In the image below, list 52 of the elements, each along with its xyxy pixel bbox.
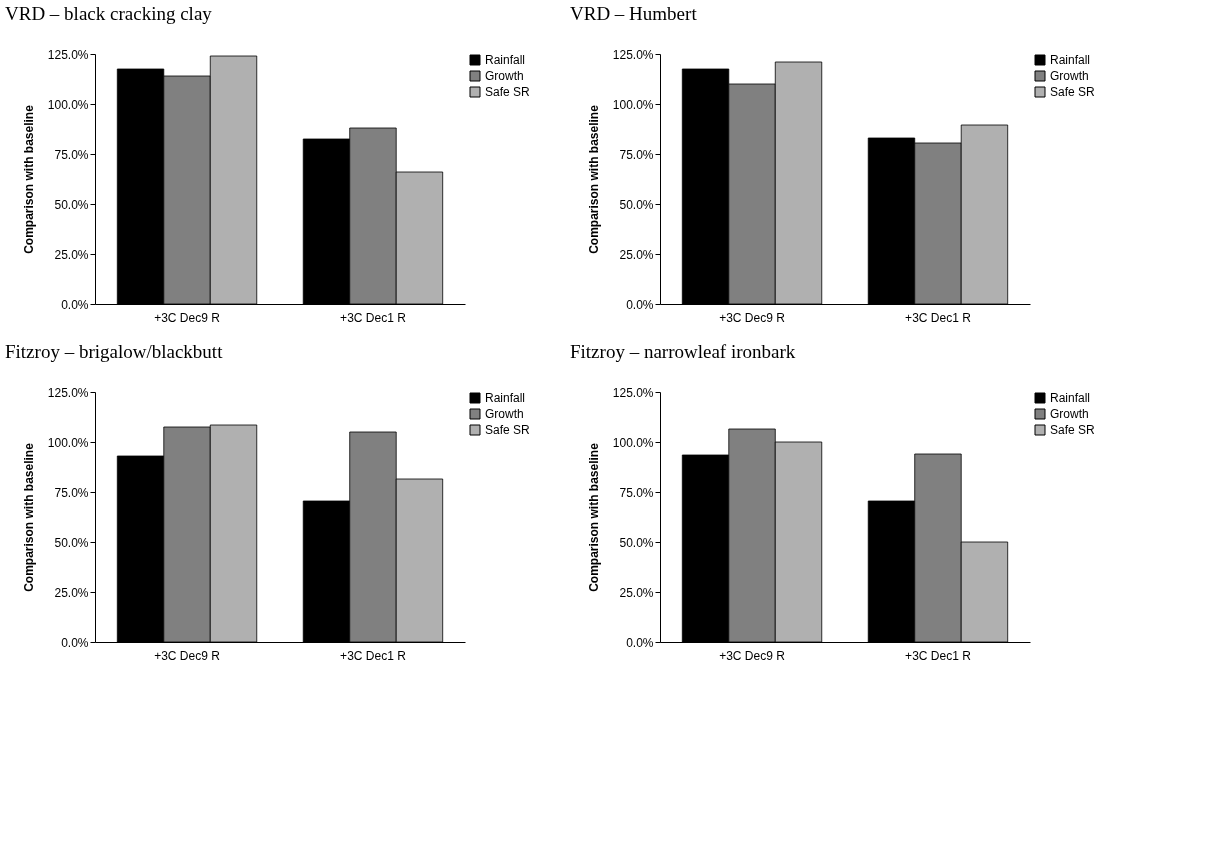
- y-tick-label: 50.0%: [54, 197, 89, 212]
- legend-label: Growth: [485, 407, 524, 421]
- x-tick-label: +3C Dec9 R: [154, 310, 221, 325]
- legend-label: Rainfall: [485, 53, 526, 67]
- y-axis-title: Comparison with baseline: [586, 442, 601, 592]
- legend-label: Growth: [485, 69, 524, 83]
- y-tick-label: 25.0%: [619, 585, 654, 600]
- y-tick-label: 100.0%: [47, 435, 89, 450]
- y-tick-label: 75.0%: [54, 147, 89, 162]
- chart-title: Fitzroy – narrowleaf ironbark: [570, 341, 796, 362]
- legend-label: Safe SR: [1050, 423, 1096, 437]
- y-tick-label: 0.0%: [61, 297, 89, 312]
- x-tick-label: +3C Dec9 R: [719, 648, 786, 663]
- y-tick-label: 125.0%: [47, 47, 89, 62]
- y-tick-label: 0.0%: [61, 635, 89, 650]
- y-tick-label: 50.0%: [619, 197, 654, 212]
- y-tick-label: 125.0%: [612, 385, 654, 400]
- x-tick-label: +3C Dec1 R: [905, 310, 972, 325]
- chart-title: VRD – Humbert: [570, 3, 698, 24]
- legend-label: Safe SR: [485, 423, 531, 437]
- legend-label: Safe SR: [485, 85, 531, 99]
- chart-title: Fitzroy – brigalow/blackbutt: [5, 341, 224, 362]
- x-tick-label: +3C Dec1 R: [340, 310, 407, 325]
- y-axis-title: Comparison with baseline: [21, 104, 36, 254]
- y-tick-label: 25.0%: [54, 585, 89, 600]
- legend-label: Growth: [1050, 69, 1089, 83]
- y-tick-label: 0.0%: [626, 297, 654, 312]
- x-tick-label: +3C Dec1 R: [905, 648, 972, 663]
- y-tick-label: 75.0%: [54, 485, 89, 500]
- y-tick-label: 75.0%: [619, 485, 654, 500]
- legend-label: Safe SR: [1050, 85, 1096, 99]
- y-tick-label: 25.0%: [619, 247, 654, 262]
- y-tick-label: 125.0%: [612, 47, 654, 62]
- legend-label: Rainfall: [485, 391, 526, 405]
- y-tick-label: 50.0%: [619, 535, 654, 550]
- y-tick-label: 100.0%: [612, 435, 654, 450]
- legend-label: Rainfall: [1050, 53, 1091, 67]
- x-tick-label: +3C Dec9 R: [719, 310, 786, 325]
- y-axis-title: Comparison with baseline: [586, 104, 601, 254]
- y-tick-label: 100.0%: [47, 97, 89, 112]
- x-tick-label: +3C Dec1 R: [340, 648, 407, 663]
- y-tick-label: 100.0%: [612, 97, 654, 112]
- legend-label: Rainfall: [1050, 391, 1091, 405]
- y-tick-label: 125.0%: [47, 385, 89, 400]
- y-tick-label: 0.0%: [626, 635, 654, 650]
- y-tick-label: 50.0%: [54, 535, 89, 550]
- legend-label: Growth: [1050, 407, 1089, 421]
- x-tick-label: +3C Dec9 R: [154, 648, 221, 663]
- y-tick-label: 75.0%: [619, 147, 654, 162]
- y-axis-title: Comparison with baseline: [21, 442, 36, 592]
- chart-title: VRD – black cracking clay: [5, 3, 213, 24]
- y-tick-label: 25.0%: [54, 247, 89, 262]
